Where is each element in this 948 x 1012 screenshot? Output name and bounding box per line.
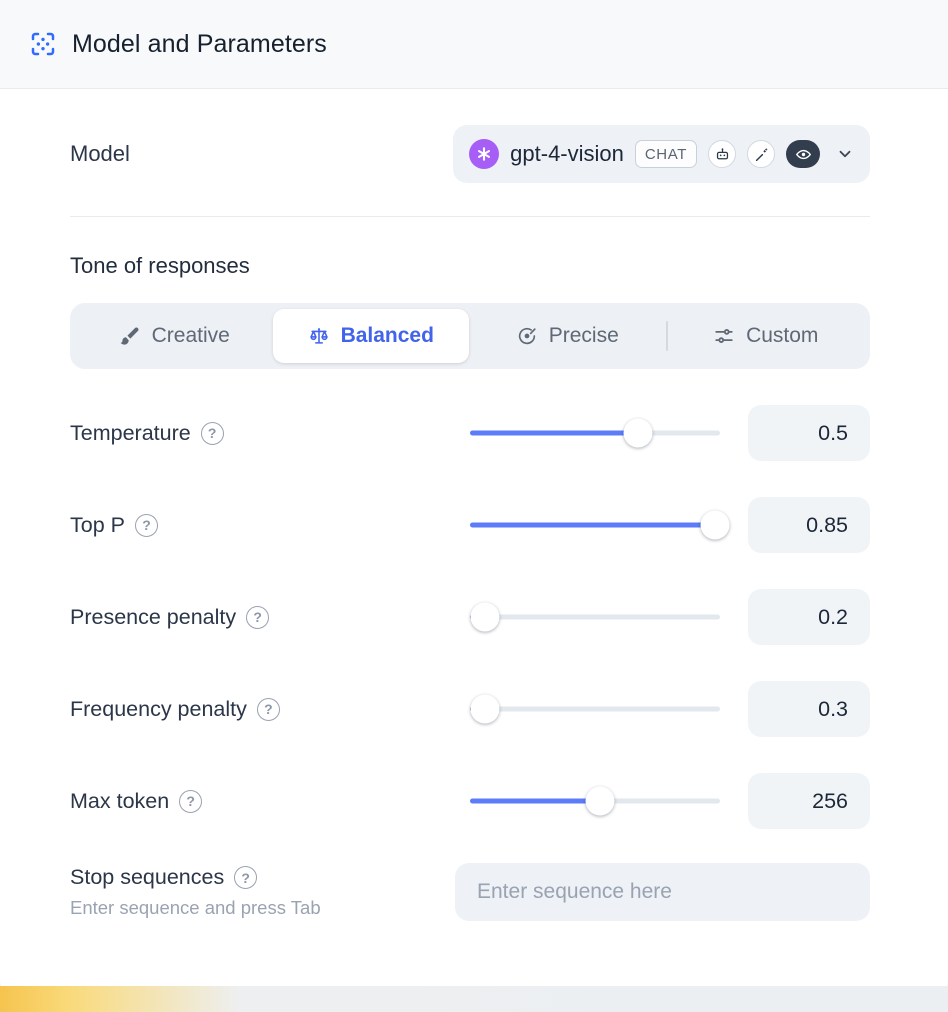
slider-thumb[interactable]	[470, 694, 500, 724]
tone-option-creative[interactable]: Creative	[76, 309, 273, 363]
tone-option-label: Balanced	[340, 324, 434, 347]
vision-icon	[786, 140, 820, 168]
param-row-presence-penalty: Presence penalty ? 0.2	[70, 589, 870, 645]
panel-content: Model gpt-4-vision CHAT	[0, 125, 948, 969]
sliders-icon	[715, 329, 733, 343]
top-p-label: Top P	[70, 512, 125, 537]
param-row-temperature: Temperature ? 0.5	[70, 405, 870, 461]
stop-sequences-input[interactable]	[455, 863, 870, 921]
chevron-down-icon	[836, 145, 854, 163]
help-icon[interactable]: ?	[179, 789, 203, 813]
chat-type-badge: CHAT	[634, 140, 697, 168]
page-background-strip	[0, 986, 948, 1012]
param-row-max-token: Max token ? 256	[70, 773, 870, 829]
presence-penalty-label: Presence penalty	[70, 604, 237, 629]
slider-thumb[interactable]	[585, 786, 615, 816]
openai-logo-icon	[469, 139, 500, 169]
help-icon[interactable]: ?	[246, 605, 270, 629]
model-name: gpt-4-vision	[510, 141, 624, 166]
max-token-value[interactable]: 256	[748, 773, 870, 829]
tone-segmented-control: Creative Balanced Precise	[70, 303, 870, 369]
stop-sequences-label: Stop sequences	[70, 865, 225, 889]
param-row-frequency-penalty: Frequency penalty ? 0.3	[70, 681, 870, 737]
tone-option-label: Creative	[151, 324, 230, 347]
temperature-slider[interactable]	[470, 405, 720, 461]
top-p-value[interactable]: 0.85	[748, 497, 870, 553]
top-p-slider[interactable]	[470, 497, 730, 553]
tone-option-precise[interactable]: Precise	[469, 309, 666, 363]
temperature-label: Temperature	[70, 420, 191, 445]
slider-thumb[interactable]	[470, 602, 500, 632]
slider-fill	[470, 430, 638, 436]
section-divider	[70, 216, 870, 217]
max-token-slider[interactable]	[470, 773, 720, 829]
param-row-top-p: Top P ? 0.85	[70, 497, 870, 553]
help-icon[interactable]: ?	[234, 866, 258, 889]
slider-track	[470, 614, 720, 620]
model-row: Model gpt-4-vision CHAT	[70, 125, 870, 183]
slider-fill	[470, 522, 715, 528]
balance-scale-icon	[309, 328, 328, 344]
max-token-label: Max token	[70, 788, 170, 813]
stop-sequences-row: Stop sequences ? Enter sequence and pres…	[70, 863, 870, 969]
slider-fill	[470, 798, 600, 804]
slider-track	[470, 706, 720, 712]
page-title: Model and Parameters	[72, 29, 327, 58]
tone-heading: Tone of responses	[70, 253, 250, 278]
slider-thumb[interactable]	[623, 418, 652, 448]
frequency-penalty-value[interactable]: 0.3	[748, 681, 870, 737]
tone-option-custom[interactable]: Custom	[668, 309, 865, 363]
frequency-penalty-label: Frequency penalty	[70, 696, 247, 721]
brush-icon	[120, 327, 139, 345]
help-icon[interactable]: ?	[134, 513, 158, 537]
segment-divider	[665, 321, 668, 351]
help-icon[interactable]: ?	[256, 697, 280, 721]
presence-penalty-value[interactable]: 0.2	[748, 589, 870, 645]
magic-wand-icon	[747, 140, 775, 168]
slider-thumb[interactable]	[700, 510, 730, 540]
tone-option-label: Custom	[746, 324, 819, 347]
tone-option-label: Precise	[548, 324, 619, 347]
temperature-value[interactable]: 0.5	[748, 405, 870, 461]
panel-header: Model and Parameters	[0, 0, 948, 89]
robot-icon	[708, 140, 736, 168]
frequency-penalty-slider[interactable]	[470, 681, 720, 737]
model-select-dropdown[interactable]: gpt-4-vision CHAT	[453, 125, 870, 183]
help-icon[interactable]: ?	[200, 421, 224, 445]
tone-option-balanced[interactable]: Balanced	[272, 309, 469, 363]
model-parameters-icon	[27, 28, 59, 60]
model-label: Model	[70, 141, 130, 166]
stop-sequences-hint: Enter sequence and press Tab	[70, 897, 321, 918]
presence-penalty-slider[interactable]	[470, 589, 720, 645]
target-icon	[518, 327, 536, 345]
